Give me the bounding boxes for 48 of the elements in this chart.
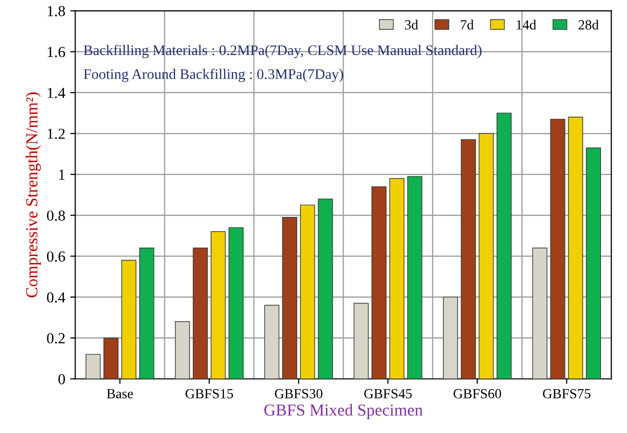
x-axis-title: GBFS Mixed Specimen: [264, 404, 423, 420]
bar: [174, 321, 190, 379]
bar: [300, 204, 316, 379]
legend-label: 28d: [578, 20, 599, 30]
legend-label: 7d: [460, 20, 474, 30]
x-tick-label: GBFS30: [274, 389, 322, 398]
annotation: Footing Around Backfilling : 0.3MPa(7Day): [84, 68, 344, 82]
y-tick-label: 0.6: [47, 251, 66, 262]
y-tick-label: 0.4: [47, 292, 66, 303]
y-tick-label: 1.8: [48, 6, 65, 16]
bar: [86, 354, 101, 379]
y-tick-label: 0: [58, 374, 65, 384]
bar: [121, 260, 136, 379]
x-tick-label: GBFS45: [364, 389, 412, 398]
legend-label: 3d: [405, 20, 418, 30]
y-tick-label: 1.2: [48, 128, 65, 140]
bar: [228, 227, 244, 379]
bar: [192, 248, 208, 379]
y-axis-title: Compressive Strength(N/mm²): [26, 92, 41, 298]
y-tick-label: 1: [59, 170, 65, 180]
legend-label: 14d: [516, 20, 536, 30]
bar: [550, 118, 566, 379]
x-tick-label: GBFS15: [186, 389, 234, 398]
y-tick-label: 1.4: [48, 88, 66, 98]
annotation: Backfilling Materials : 0.2MPa(7Day, CLSM Use Manual Standard): [84, 44, 482, 58]
x-tick-label: GBFS60: [454, 389, 502, 398]
bar: [443, 296, 458, 379]
bar: [103, 338, 118, 379]
bar: [139, 248, 154, 379]
bar: [460, 139, 476, 379]
bar: [496, 112, 512, 379]
bar: [389, 178, 404, 379]
bar: [354, 302, 369, 379]
bar: [210, 231, 226, 379]
x-tick-label: GBFS75: [542, 389, 590, 398]
bar: [407, 176, 422, 379]
bar: [264, 304, 280, 379]
y-tick-label: 0.8: [47, 210, 65, 221]
bar: [532, 248, 548, 379]
bar: [372, 186, 387, 379]
bar: [586, 147, 601, 379]
bar: [318, 198, 333, 379]
bar: [478, 133, 494, 379]
bar: [282, 216, 298, 379]
bar: [568, 116, 584, 379]
y-tick-label: 0.2: [47, 333, 65, 344]
y-tick-label: 1.6: [48, 46, 66, 58]
x-tick-label: Base: [106, 389, 133, 398]
